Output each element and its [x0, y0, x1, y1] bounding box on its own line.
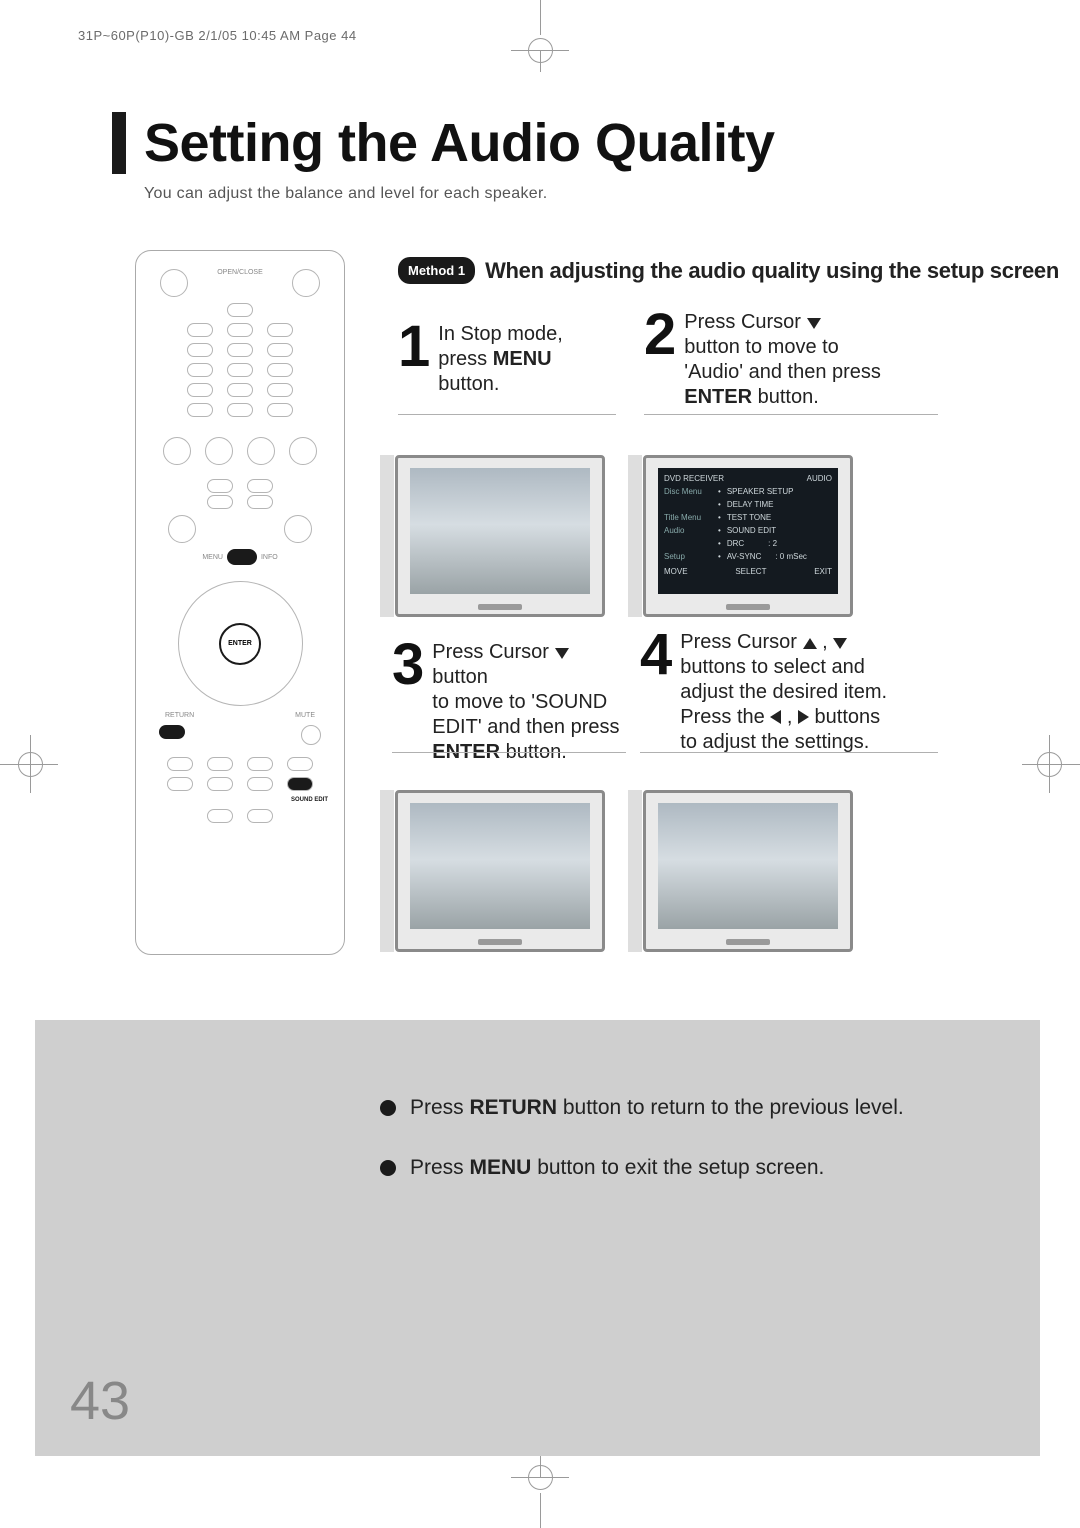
footer-line-2: Press MENU button to exit the setup scre… [380, 1156, 824, 1180]
tv1-shadow [380, 455, 394, 617]
footer-l2b: MENU [470, 1156, 532, 1179]
return-button-icon [159, 725, 185, 739]
step-2: 2 Press Cursor button to move to 'Audio'… [644, 310, 940, 410]
step-2-l1a: Press Cursor [684, 311, 806, 333]
bullet-icon [380, 1160, 396, 1176]
step-3-l1b: button [432, 666, 488, 688]
step-3-l2: to move to 'SOUND [432, 691, 607, 713]
cursor-down-icon [807, 318, 821, 329]
cursor-down-icon [555, 648, 569, 659]
step-3-l1a: Press Cursor [432, 641, 554, 663]
step-2-l4a: button. [752, 386, 819, 408]
tv4-shadow [628, 790, 642, 952]
remote-mute-label: MUTE [295, 712, 315, 719]
remote-nav-ring: ENTER [178, 581, 303, 706]
divider-1a [398, 414, 616, 415]
remote-return-label: RETURN [165, 712, 194, 719]
step-4-l1a: Press Cursor [680, 631, 802, 653]
step-2-l2: button to move to [684, 336, 839, 358]
step-1-l1: In Stop mode, [438, 323, 563, 345]
step-1-l2b: MENU [493, 348, 552, 370]
step-2-l3: 'Audio' and then press [684, 361, 881, 383]
footer-l1b: RETURN [470, 1096, 558, 1119]
remote-info-label: INFO [261, 554, 278, 561]
step-2-l4b: ENTER [684, 386, 752, 408]
footer-l2c: button to exit the setup screen. [531, 1156, 824, 1179]
tv2-osd-menu: DVD RECEIVERAUDIO Disc Menu• SPEAKER SET… [658, 468, 838, 594]
method-text: When adjusting the audio quality using t… [485, 258, 1059, 284]
cursor-right-icon [798, 710, 809, 724]
tv-thumbnail-1 [395, 455, 605, 617]
step-1-l3: button. [438, 373, 499, 395]
footer-line-1: Press RETURN button to return to the pre… [380, 1096, 904, 1120]
step-3-l3: EDIT' and then press [432, 716, 619, 738]
remote-menu-label: MENU [202, 554, 223, 561]
step-4-l3: adjust the desired item. [680, 681, 887, 703]
footer-panel [35, 1020, 1040, 1456]
step-4-l5: to adjust the settings. [680, 731, 869, 753]
step-2-number: 2 [644, 310, 676, 359]
divider-2b [640, 752, 938, 753]
method-badge: Method 1 [398, 257, 475, 284]
step-1: 1 In Stop mode, press MENU button. [398, 322, 616, 397]
page-title: Setting the Audio Quality [112, 112, 775, 174]
step-1-l2a: press [438, 348, 492, 370]
step-3-number: 3 [392, 640, 424, 689]
tv3-shadow [380, 790, 394, 952]
cursor-up-icon [803, 638, 817, 649]
remote-soundedit-label: SOUND EDIT [291, 797, 328, 803]
tv2-shadow [628, 455, 642, 617]
footer-l1a: Press [410, 1096, 470, 1119]
step-3: 3 Press Cursor button to move to 'SOUND … [392, 640, 628, 765]
tv-thumbnail-2: DVD RECEIVERAUDIO Disc Menu• SPEAKER SET… [643, 455, 853, 617]
cursor-down-icon [833, 638, 847, 649]
footer-l1c: button to return to the previous level. [557, 1096, 904, 1119]
step-4-l4b: buttons [809, 706, 880, 728]
step-4: 4 Press Cursor , buttons to select and a… [640, 630, 940, 755]
title-bar-icon [112, 112, 126, 174]
step-4-number: 4 [640, 630, 672, 679]
cursor-left-icon [770, 710, 781, 724]
bullet-icon [380, 1100, 396, 1116]
remote-enter-button: ENTER [219, 623, 261, 665]
sound-edit-button-icon [287, 777, 313, 791]
step-1-number: 1 [398, 322, 430, 371]
page-subtitle: You can adjust the balance and level for… [144, 185, 547, 203]
divider-2a [392, 752, 626, 753]
title-text: Setting the Audio Quality [144, 112, 775, 174]
remote-menu-button-icon [227, 549, 257, 565]
remote-control-illustration: OPEN/CLOSE MENU INFO ENTER RETURN [135, 250, 345, 955]
page-print-header: 31P~60P(P10)-GB 2/1/05 10:45 AM Page 44 [78, 28, 357, 43]
divider-1b [644, 414, 938, 415]
page-number: 43 [70, 1370, 130, 1432]
tv-thumbnail-4 [643, 790, 853, 952]
footer-l2a: Press [410, 1156, 470, 1179]
step-4-l4a: Press the [680, 706, 770, 728]
method-header: Method 1 When adjusting the audio qualit… [398, 257, 1059, 284]
tv-thumbnail-3 [395, 790, 605, 952]
step-4-l2: buttons to select and [680, 656, 865, 678]
